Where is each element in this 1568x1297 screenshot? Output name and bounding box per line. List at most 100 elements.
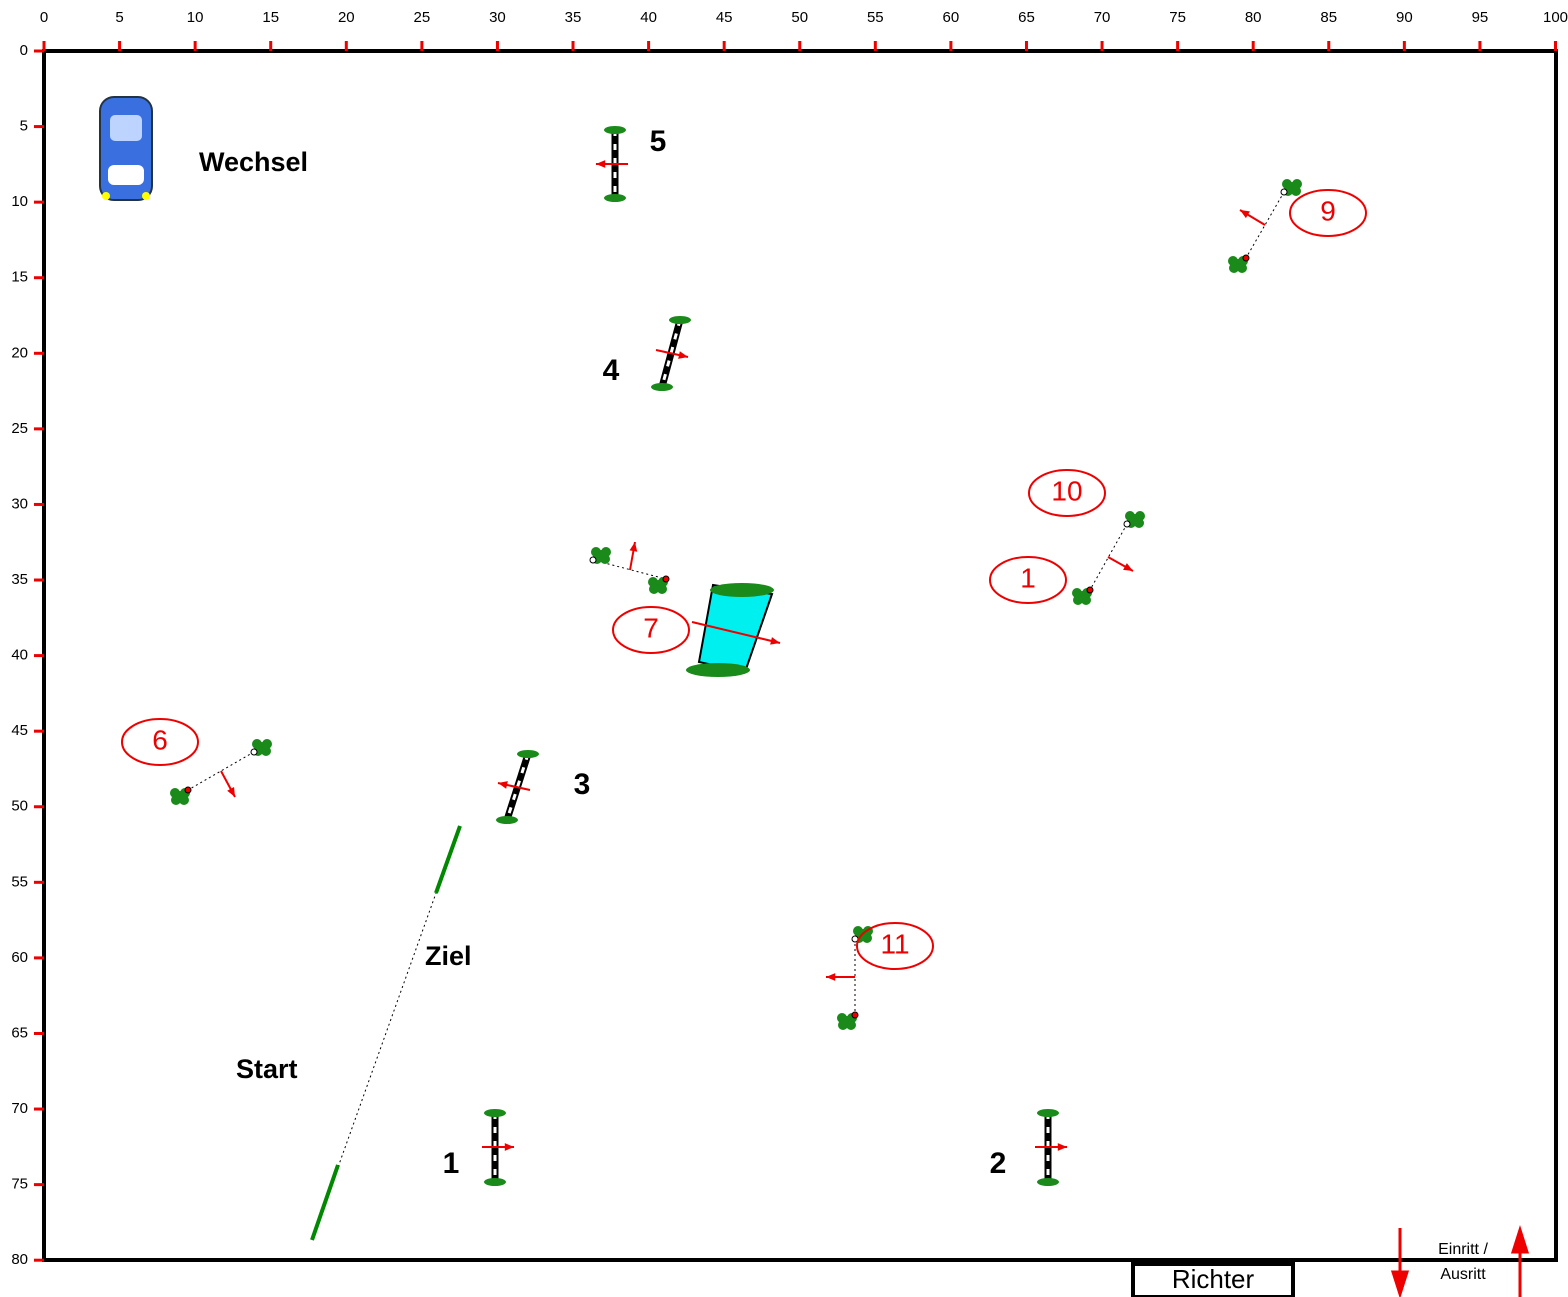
obstacle-number: 4 [603,354,620,387]
y-ruler-label: 0 [20,42,28,59]
number-ring [612,606,690,654]
standard [651,383,673,391]
number-ring [1289,189,1367,237]
x-ruler-label: 75 [1169,9,1186,26]
y-ruler-label: 15 [11,269,28,286]
flag [184,786,192,794]
water [697,583,774,674]
x-ruler-label: 90 [1396,9,1413,26]
arrow-head [629,542,638,552]
judge-box [1131,1262,1295,1297]
y-ruler-label: 60 [11,949,28,966]
x-ruler-label: 80 [1245,9,1262,26]
arrow-head [227,787,235,797]
hedge [686,663,750,677]
arrow-head [504,1143,514,1151]
pole-stripes [505,753,530,821]
label: Start [236,1054,298,1084]
bush-leaf [649,584,659,594]
standard [484,1178,506,1186]
bush [252,739,272,756]
bush [1228,256,1248,273]
standard [669,316,691,324]
bush-leaf [862,933,872,943]
flag [1086,586,1094,594]
bush-leaf [1237,263,1247,273]
arrow-head [498,781,508,789]
x-ruler-label: 45 [716,9,733,26]
flag [250,748,258,756]
y-ruler-label: 65 [11,1024,28,1041]
y-ruler-label: 50 [11,798,28,815]
obstacle-number: 11 [880,928,909,959]
y-ruler-label: 25 [11,420,28,437]
bush-leaf [838,1020,848,1030]
x-ruler-label: 100 [1543,9,1568,26]
bush-leaf [179,795,189,805]
x-ruler-label: 60 [943,9,960,26]
standard [604,194,626,202]
judge-label: Richter [1172,1264,1255,1294]
flag [851,1011,859,1019]
arrow-head [826,973,836,981]
x-ruler-label: 5 [115,9,123,26]
x-ruler-label: 70 [1094,9,1111,26]
hedge [710,583,774,597]
entrance-label: Ausritt [1440,1266,1486,1283]
bush-leaf [171,795,181,805]
y-ruler-label: 75 [11,1176,28,1193]
y-ruler-label: 10 [11,193,28,210]
bush [1072,588,1092,605]
obstacle-number: 7 [643,612,659,643]
bush-leaf [1073,595,1083,605]
x-ruler-label: 55 [867,9,884,26]
bush-leaf [600,554,610,564]
number-ring [856,922,934,970]
x-ruler-label: 15 [262,9,279,26]
x-ruler-label: 20 [338,9,355,26]
y-ruler-label: 20 [11,344,28,361]
flag [1280,188,1288,196]
y-ruler-label: 40 [11,647,28,664]
y-ruler-label: 45 [11,722,28,739]
bush-leaf [1229,263,1239,273]
obstacle-number: 2 [990,1147,1007,1180]
obstacle-number: 10 [1051,475,1082,506]
y-ruler-label: 5 [20,118,28,135]
standard [484,1109,506,1117]
y-ruler-label: 30 [11,495,28,512]
number-ring [989,556,1067,604]
entrance-label: Einritt / [1438,1241,1488,1258]
flag [662,575,670,583]
bush [591,547,611,564]
number-ring [121,718,199,766]
start-finish-line [310,825,462,1241]
standard [1037,1178,1059,1186]
flag [1123,520,1131,528]
x-ruler-label: 50 [791,9,808,26]
arrow-head [770,637,780,645]
bush-leaf [1081,595,1091,605]
x-ruler-label: 95 [1472,9,1489,26]
arrow-head [1123,563,1133,571]
bush-leaf [261,746,271,756]
x-ruler-label: 65 [1018,9,1035,26]
bush-leaf [1134,518,1144,528]
obstacle-number: 5 [650,125,667,158]
obstacle-number: 1 [1020,562,1036,593]
x-ruler-label: 40 [640,9,657,26]
bush-leaf [846,1020,856,1030]
pole-stripes [660,319,682,388]
label: Wechsel [199,147,308,177]
obstacle-number: 1 [443,1147,460,1180]
obstacle-number: 3 [574,768,591,801]
arrow-head [678,351,688,359]
arrow-head [596,160,606,168]
standard [604,126,626,134]
flag [1242,254,1250,262]
x-ruler-label: 35 [565,9,582,26]
x-ruler-label: 0 [40,9,48,26]
flag [589,556,597,564]
standard [496,816,518,824]
standard [1037,1109,1059,1117]
